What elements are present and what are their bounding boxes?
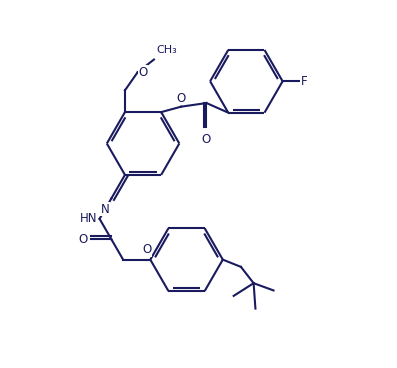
Text: F: F (301, 75, 308, 88)
Text: O: O (139, 66, 148, 79)
Text: CH₃: CH₃ (156, 45, 177, 55)
Text: O: O (142, 243, 151, 256)
Text: N: N (100, 203, 109, 216)
Text: HN: HN (80, 212, 97, 225)
Text: O: O (79, 233, 88, 246)
Text: O: O (202, 133, 211, 146)
Text: O: O (177, 92, 186, 105)
